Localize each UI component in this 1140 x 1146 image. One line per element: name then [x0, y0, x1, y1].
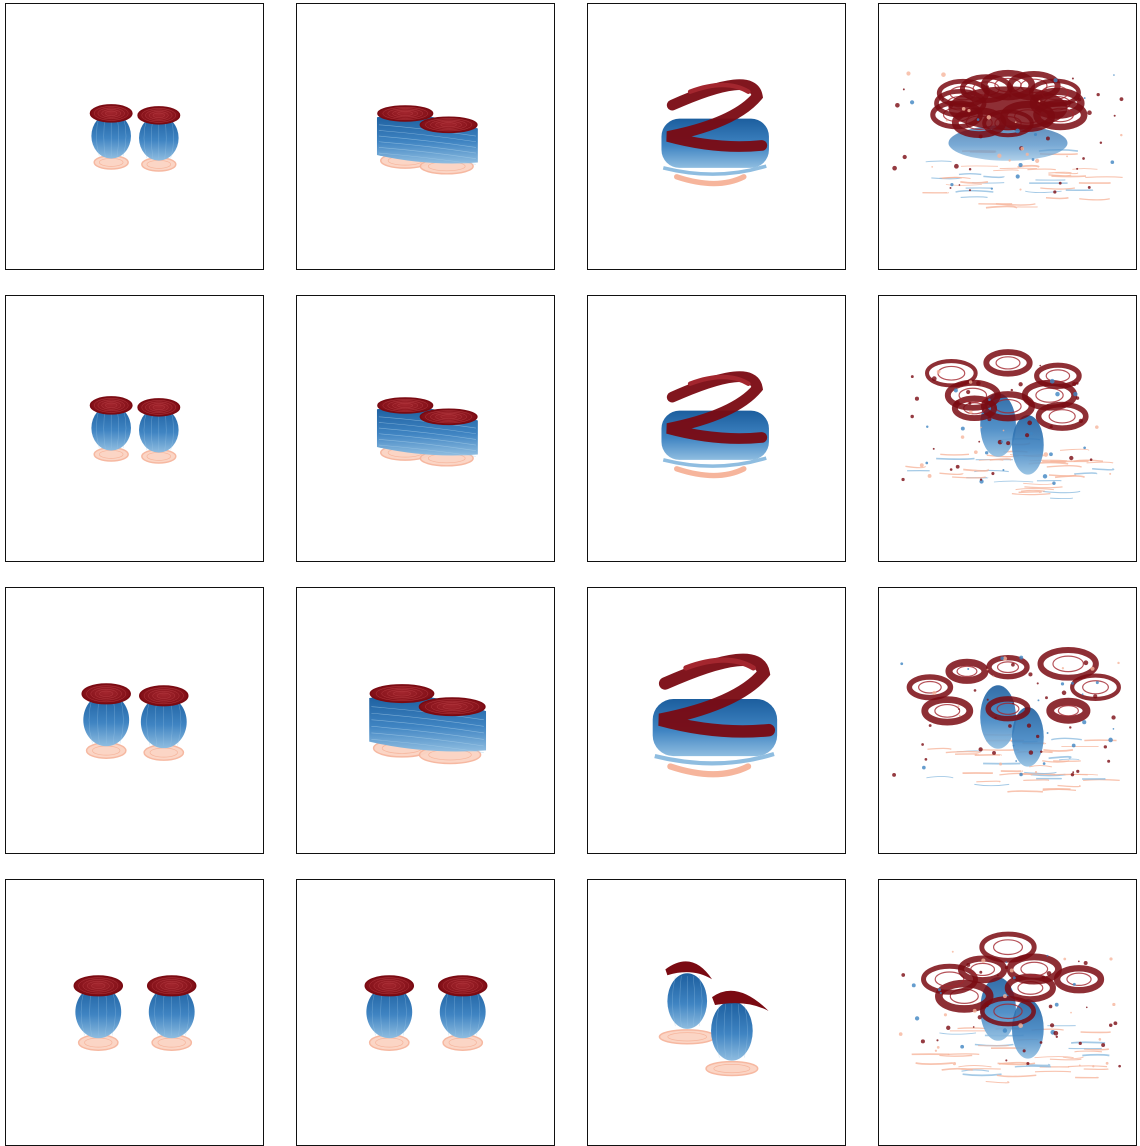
- panel-r4c4: [878, 879, 1137, 1146]
- panel-r1c3: [587, 3, 846, 270]
- panel-r1c1: [5, 3, 264, 270]
- panel-r3c2: [296, 587, 555, 854]
- panel-r3c3: [587, 587, 846, 854]
- vortex-render-r2c1: [89, 396, 181, 464]
- panel-r2c1: [5, 295, 264, 562]
- vortex-render-r4c1: [73, 975, 197, 1051]
- panel-r4c3: [587, 879, 846, 1146]
- vortex-render-r1c2: [376, 105, 478, 175]
- vortex-render-r1c3: [661, 79, 769, 187]
- vortex-render-r3c3: [652, 653, 778, 778]
- panel-r3c1: [5, 587, 264, 854]
- vortex-render-r4c3: [658, 961, 769, 1077]
- vortex-render-r3c1: [81, 683, 189, 761]
- panel-r4c1: [5, 879, 264, 1146]
- panel-r2c3: [587, 295, 846, 562]
- panel-r2c4: [878, 295, 1137, 562]
- panel-r1c4: [878, 3, 1137, 270]
- vortex-render-r3c4: [892, 647, 1121, 793]
- vortex-render-r2c4: [901, 349, 1115, 500]
- vortex-render-r3c2: [369, 684, 487, 765]
- vortex-render-r1c4: [892, 69, 1124, 209]
- vortex-render-r1c1: [89, 104, 181, 172]
- panel-r3c4: [878, 587, 1137, 854]
- panel-r2c2: [296, 295, 555, 562]
- vortex-render-r2c3: [661, 371, 769, 479]
- panel-r1c2: [296, 3, 555, 270]
- vortex-render-r4c2: [364, 975, 488, 1051]
- vortex-render-r4c4: [898, 931, 1121, 1084]
- panel-r4c2: [296, 879, 555, 1146]
- vortex-render-r2c2: [376, 397, 478, 467]
